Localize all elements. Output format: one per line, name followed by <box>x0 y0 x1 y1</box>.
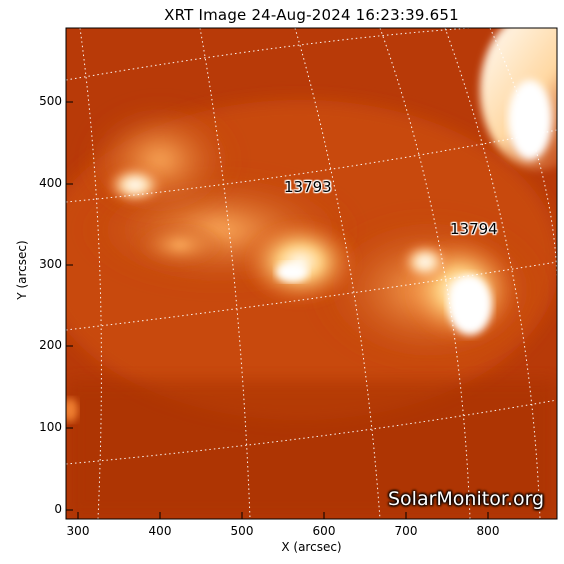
x-tick-label: 400 <box>148 524 172 538</box>
figure-title: XRT Image 24-Aug-2024 16:23:39.651 <box>164 6 459 24</box>
y-tick-label: 300 <box>39 257 62 271</box>
x-tick-label: 700 <box>394 524 418 538</box>
x-axis-label: X (arcsec) <box>281 540 342 554</box>
watermark-text: SolarMonitor.org <box>388 488 545 510</box>
active-region-label: 13793 <box>284 178 332 196</box>
tick-marks <box>66 101 489 519</box>
y-tick-label: 500 <box>39 94 62 108</box>
x-tick-label: 800 <box>476 524 500 538</box>
y-tick-label: 200 <box>39 338 62 352</box>
active-region-label: 13794 <box>450 220 498 238</box>
x-tick-label: 500 <box>230 524 254 538</box>
x-tick-label: 300 <box>66 524 90 538</box>
plot-frame <box>65 27 558 520</box>
heliographic-grid <box>66 28 557 519</box>
y-tick-label: 100 <box>39 420 62 434</box>
y-tick-label: 400 <box>39 176 62 190</box>
x-tick-label: 600 <box>312 524 336 538</box>
y-tick-label: 0 <box>54 502 62 516</box>
